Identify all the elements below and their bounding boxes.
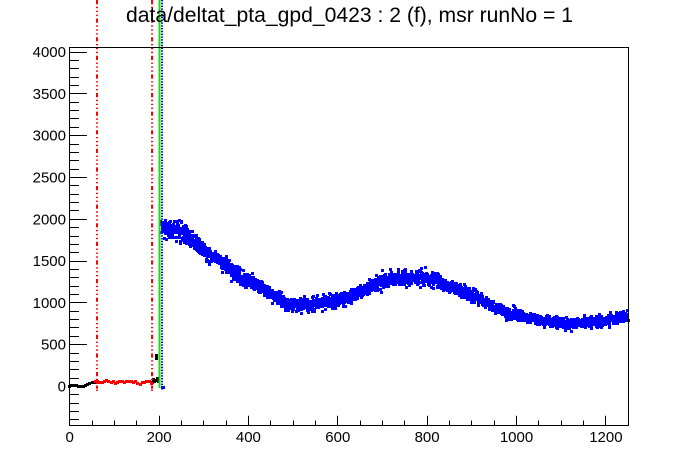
svg-text:800: 800	[415, 429, 440, 446]
svg-text:1000: 1000	[33, 295, 66, 312]
svg-text:400: 400	[236, 429, 261, 446]
svg-text:0: 0	[66, 429, 74, 446]
svg-text:0: 0	[58, 379, 66, 396]
svg-text:1000: 1000	[500, 429, 533, 446]
svg-text:500: 500	[41, 337, 66, 354]
svg-text:4000: 4000	[33, 44, 66, 61]
svg-text:2000: 2000	[33, 211, 66, 228]
svg-text:1500: 1500	[33, 253, 66, 270]
svg-text:3500: 3500	[33, 86, 66, 103]
svg-text:3000: 3000	[33, 128, 66, 145]
svg-text:2500: 2500	[33, 170, 66, 187]
svg-text:1200: 1200	[589, 429, 622, 446]
svg-text:data/deltat_pta_gpd_0423 : 2 (: data/deltat_pta_gpd_0423 : 2 (f), msr ru…	[126, 3, 573, 27]
svg-text:200: 200	[147, 429, 172, 446]
svg-text:600: 600	[325, 429, 350, 446]
